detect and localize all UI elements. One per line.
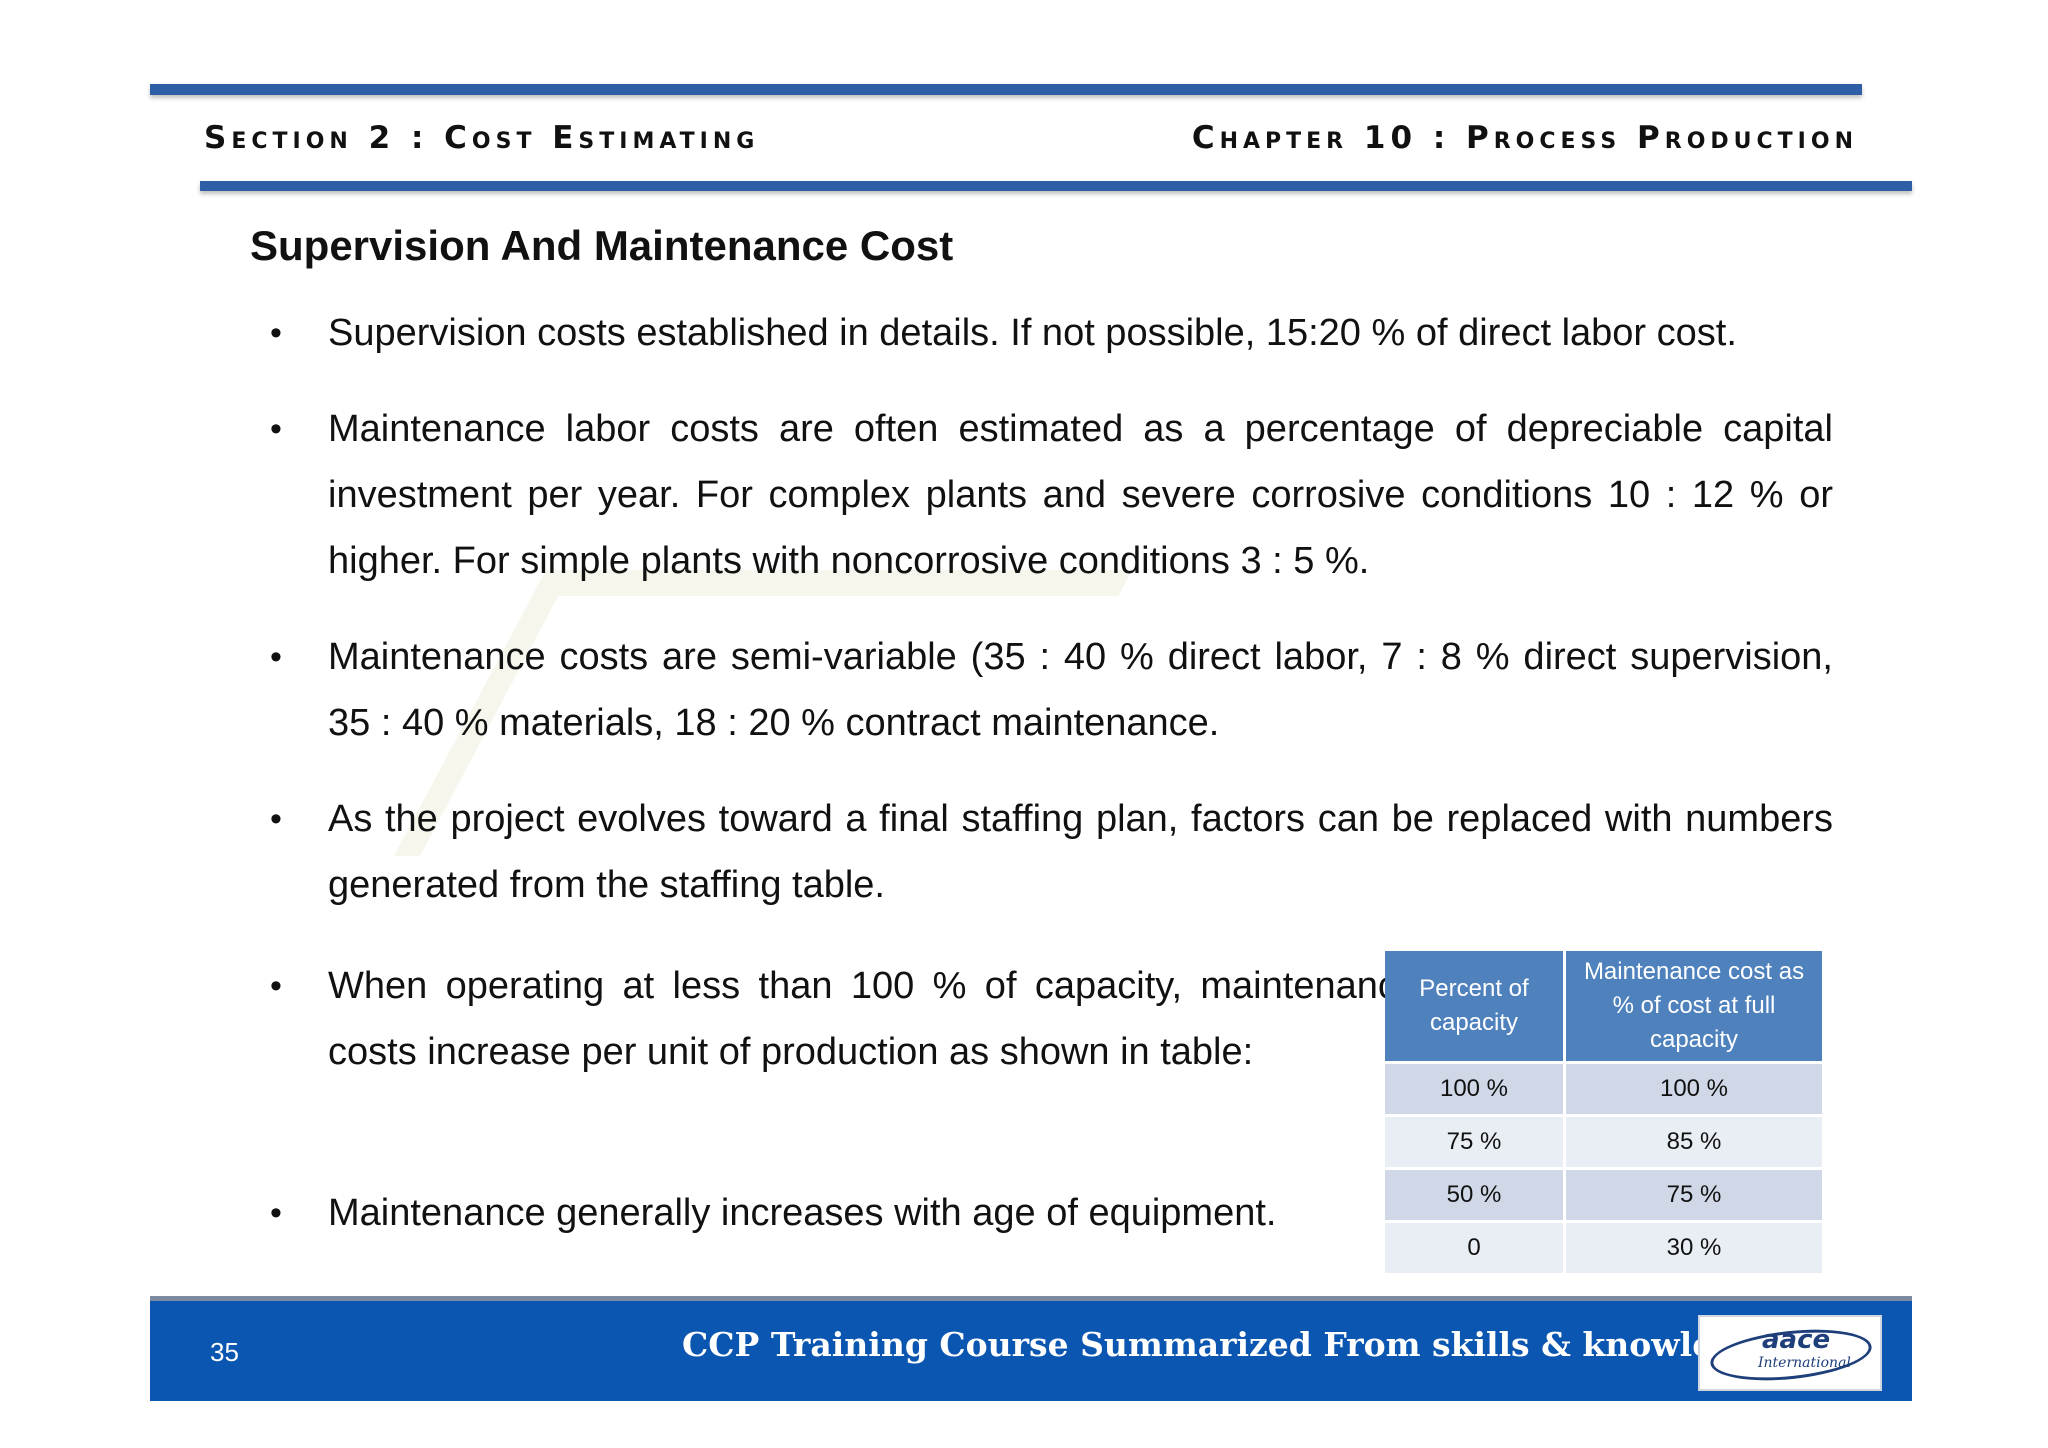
table-cell: 75 % xyxy=(1566,1170,1822,1220)
table-cell: 75 % xyxy=(1385,1117,1563,1167)
table-row: 75 % 85 % xyxy=(1385,1117,1822,1167)
table-cell: 0 xyxy=(1385,1223,1563,1273)
logo-subtext: International xyxy=(1758,1355,1851,1371)
table-cell: 85 % xyxy=(1566,1117,1822,1167)
footer-text: CCP Training Course Summarized From skil… xyxy=(682,1325,1781,1364)
bullet-item: As the project evolves toward a final st… xyxy=(270,786,1833,918)
aace-logo: aace International xyxy=(1698,1315,1882,1391)
table-header-capacity: Percent of capacity xyxy=(1385,951,1563,1061)
table-row: 100 % 100 % xyxy=(1385,1064,1822,1114)
slide-title: Supervision And Maintenance Cost xyxy=(250,222,954,269)
table-cell: 100 % xyxy=(1385,1064,1563,1114)
table-cell: 100 % xyxy=(1566,1064,1822,1114)
table-row: 0 30 % xyxy=(1385,1223,1822,1273)
bullet-list: Supervision costs established in details… xyxy=(270,300,1833,948)
bullet-item: Maintenance costs are semi-variable (35 … xyxy=(270,624,1833,756)
bullet-item: When operating at less than 100 % of cap… xyxy=(270,953,1418,1085)
chapter-label: Chapter 10 : Process Production xyxy=(1191,120,1858,156)
footer-bar: 35 CCP Training Course Summarized From s… xyxy=(150,1296,1912,1401)
header-bottom-rule xyxy=(200,181,1912,191)
table-row: 50 % 75 % xyxy=(1385,1170,1822,1220)
bullet-item: Supervision costs established in details… xyxy=(270,300,1903,366)
table-header-maintenance: Maintenance cost as % of cost at full ca… xyxy=(1566,951,1822,1061)
page-number: 35 xyxy=(210,1337,239,1367)
capacity-table: Percent of capacity Maintenance cost as … xyxy=(1382,948,1825,1276)
table-cell: 50 % xyxy=(1385,1170,1563,1220)
section-label: Section 2 : Cost Estimating xyxy=(204,120,760,156)
bullet-item: Maintenance labor costs are often estima… xyxy=(270,396,1833,594)
table-cell: 30 % xyxy=(1566,1223,1822,1273)
bullet-item: Maintenance generally increases with age… xyxy=(270,1180,1418,1246)
header-top-rule xyxy=(150,84,1862,95)
logo-text: aace xyxy=(1762,1325,1831,1355)
